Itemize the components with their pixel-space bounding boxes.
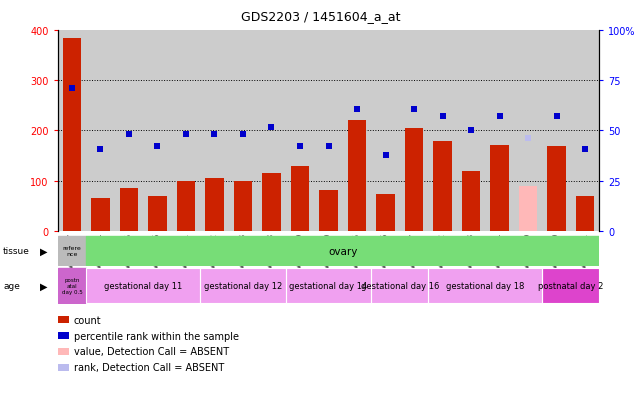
Bar: [120, 189, 138, 231]
Text: postn
atal
day 0.5: postn atal day 0.5: [62, 278, 82, 294]
Text: rank, Detection Call = ABSENT: rank, Detection Call = ABSENT: [74, 362, 224, 372]
Bar: [404, 128, 423, 231]
Bar: [576, 196, 594, 231]
Bar: [291, 166, 309, 231]
Text: gestational day 14: gestational day 14: [289, 281, 368, 290]
Bar: [519, 186, 537, 231]
Bar: [542, 268, 599, 304]
Bar: [177, 181, 196, 231]
Text: age: age: [3, 281, 20, 290]
Bar: [286, 268, 371, 304]
Bar: [428, 268, 542, 304]
Bar: [371, 268, 428, 304]
Bar: [86, 268, 200, 304]
Bar: [91, 199, 110, 231]
Bar: [63, 38, 81, 231]
Text: postnatal day 2: postnatal day 2: [538, 281, 604, 290]
Bar: [286, 268, 371, 304]
Text: refere
nce: refere nce: [63, 245, 81, 256]
Text: GDS2203 / 1451604_a_at: GDS2203 / 1451604_a_at: [241, 10, 400, 23]
Bar: [148, 196, 167, 231]
Bar: [86, 268, 200, 304]
Bar: [58, 236, 86, 266]
Bar: [200, 268, 286, 304]
Text: gestational day 16: gestational day 16: [361, 281, 439, 290]
Bar: [376, 195, 395, 231]
Bar: [205, 179, 224, 231]
Text: tissue: tissue: [3, 247, 30, 255]
Bar: [200, 268, 286, 304]
Bar: [262, 174, 281, 231]
Bar: [234, 181, 253, 231]
Bar: [58, 268, 86, 304]
Bar: [371, 268, 428, 304]
Text: gestational day 18: gestational day 18: [446, 281, 524, 290]
Text: ovary: ovary: [328, 246, 358, 256]
Bar: [348, 121, 366, 231]
Bar: [542, 268, 599, 304]
Bar: [462, 171, 480, 231]
Bar: [433, 142, 452, 231]
Bar: [428, 268, 542, 304]
Text: percentile rank within the sample: percentile rank within the sample: [74, 331, 238, 341]
Text: value, Detection Call = ABSENT: value, Detection Call = ABSENT: [74, 347, 229, 356]
Text: ▶: ▶: [40, 246, 47, 256]
Bar: [490, 145, 509, 231]
Text: count: count: [74, 315, 101, 325]
Bar: [319, 190, 338, 231]
Text: gestational day 11: gestational day 11: [104, 281, 182, 290]
Text: gestational day 12: gestational day 12: [204, 281, 282, 290]
Bar: [547, 146, 566, 231]
Text: ▶: ▶: [40, 281, 47, 291]
